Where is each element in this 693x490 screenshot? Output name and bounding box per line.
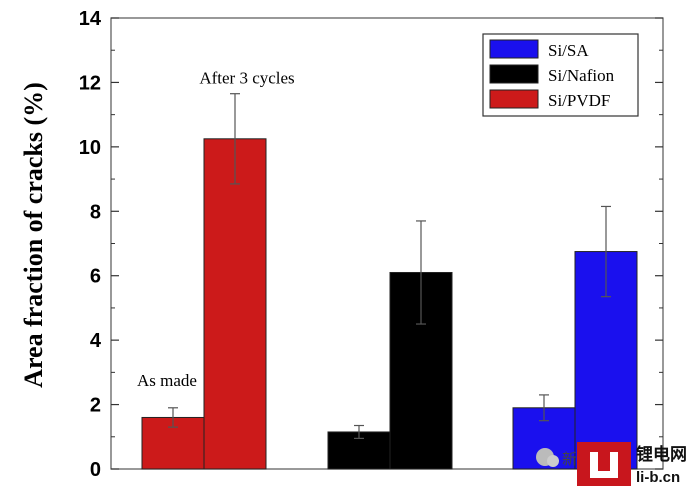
y-tick-label: 4 (90, 330, 102, 352)
watermark-text: 新 (562, 451, 577, 468)
wechat-icon-small (547, 455, 559, 467)
annotation: After 3 cycles (199, 69, 294, 88)
annotation: As made (137, 371, 197, 390)
brand-logo-mark (610, 452, 618, 478)
bar (203, 138, 267, 470)
y-tick-label: 8 (90, 201, 101, 223)
error-bars (168, 93, 611, 439)
y-tick-label: 10 (79, 137, 101, 159)
watermark: 新 锂电网 li-b.cn (536, 442, 687, 486)
legend-swatch (489, 64, 539, 84)
brand-logo-mark (590, 471, 618, 478)
y-axis-label: Area fraction of cracks (%) (19, 82, 48, 388)
y-tick-label: 0 (90, 459, 101, 481)
legend-swatch (489, 39, 539, 59)
annotations: As made After 3 cycles (137, 69, 295, 390)
y-axis: 0 2 4 6 8 10 12 14 (79, 8, 663, 481)
legend-label: Si/Nafion (548, 66, 615, 85)
legend-label: Si/PVDF (548, 91, 610, 110)
y-tick-label: 12 (79, 72, 101, 94)
bars (141, 138, 638, 470)
legend: Si/SA Si/Nafion Si/PVDF (482, 33, 639, 117)
legend-label: Si/SA (548, 41, 589, 60)
brand-url: li-b.cn (636, 469, 680, 486)
legend-swatch (489, 89, 539, 109)
y-tick-label: 2 (90, 395, 101, 417)
brand-logo-mark (590, 452, 598, 478)
brand-logo (577, 442, 631, 486)
y-tick-label: 6 (90, 266, 101, 288)
brand-name: 锂电网 (636, 444, 687, 464)
y-tick-label: 14 (79, 8, 102, 30)
